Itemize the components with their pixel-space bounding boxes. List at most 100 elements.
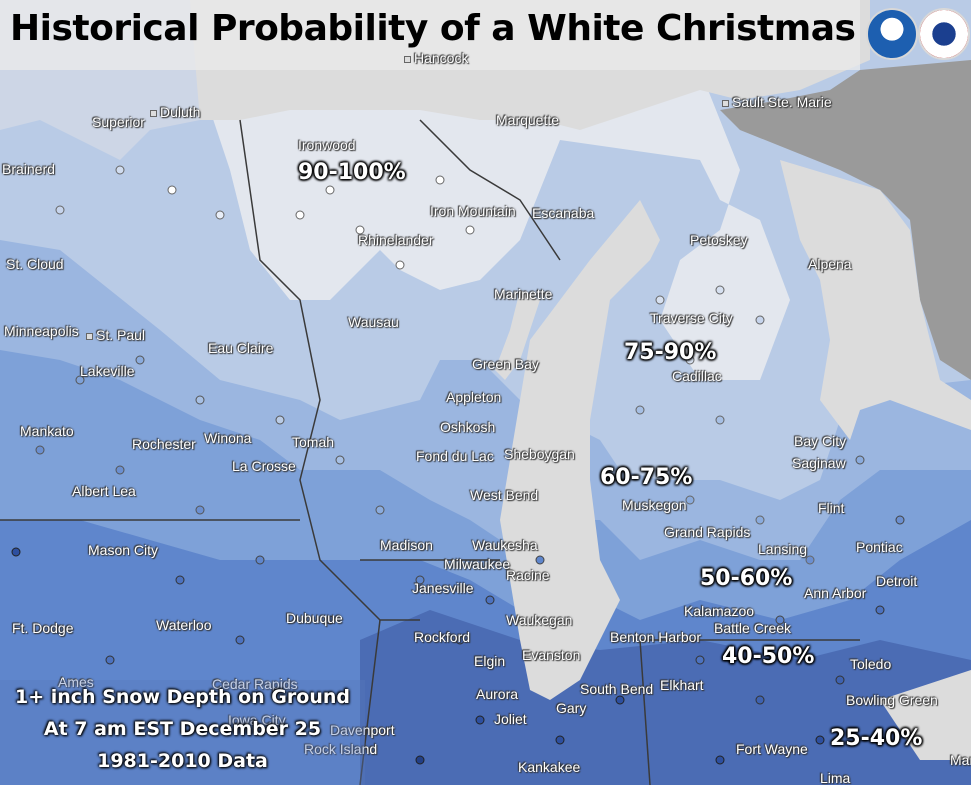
- city-label: Ft. Dodge: [12, 620, 74, 636]
- city-label: La Crosse: [232, 458, 296, 474]
- city-label: Lakeville: [80, 363, 135, 379]
- map-title: Historical Probability of a White Christ…: [10, 8, 856, 49]
- probability-label-50-60: 50-60%: [700, 566, 793, 591]
- noaa-logo: [866, 8, 918, 60]
- city-label: Joliet: [494, 711, 527, 727]
- info-time: At 7 am EST December 25: [43, 718, 322, 740]
- title-bar: [0, 0, 860, 70]
- wi-mi-border: [419, 119, 561, 261]
- city-label: Milwaukee: [444, 556, 511, 572]
- probability-label-25-40: 25-40%: [830, 726, 923, 751]
- lake-michigan: [500, 200, 660, 700]
- probability-label-90-100: 90-100%: [298, 160, 406, 185]
- city-label: Marinette: [494, 286, 553, 302]
- city-label: Muskegon: [622, 497, 687, 513]
- city-label: South Bend: [580, 681, 654, 697]
- city-label: Flint: [818, 500, 845, 516]
- city-label: Kankakee: [518, 759, 581, 775]
- info-box: [0, 680, 365, 785]
- city-label: Fort Wayne: [736, 741, 808, 757]
- city-label: Bowling Green: [846, 692, 938, 708]
- city-label: Bay City: [794, 433, 847, 449]
- il-in-border: [639, 639, 651, 785]
- city-label: St. Cloud: [6, 256, 64, 272]
- city-label: Rochester: [132, 436, 196, 452]
- station-dots: [11, 165, 905, 765]
- city-label: Duluth: [150, 104, 200, 120]
- city-label: Rockford: [414, 629, 471, 645]
- nws-logo: [918, 8, 970, 60]
- city-label: Aurora: [476, 686, 519, 702]
- city-label: Albert Lea: [72, 483, 136, 499]
- city-label: Alpena: [808, 256, 852, 272]
- city-label: Elkhart: [660, 677, 704, 693]
- city-label: Detroit: [876, 573, 918, 589]
- city-label: Iowa City: [228, 712, 286, 728]
- city-label: Wausau: [348, 314, 399, 330]
- city-label: Evanston: [522, 647, 581, 663]
- city-label: West Bend: [470, 487, 539, 503]
- city-label: Saginaw: [792, 455, 846, 471]
- lake-erie: [880, 670, 971, 760]
- probability-label-60-75: 60-75%: [600, 465, 693, 490]
- city-label: Benton Harbor: [610, 629, 702, 645]
- city-label: Mankato: [20, 423, 74, 439]
- city-label: Rhinelander: [358, 232, 434, 248]
- city-label: Cadillac: [672, 368, 722, 384]
- city-label: Elgin: [474, 653, 506, 669]
- city-label: Iron Mountain: [430, 203, 516, 219]
- city-label: Superior: [92, 114, 145, 130]
- city-label: Tomah: [292, 434, 335, 450]
- city-label: Marquette: [496, 112, 560, 128]
- zone-very-high: [200, 70, 790, 380]
- city-label: Pontiac: [856, 539, 903, 555]
- ia-il-border: [359, 619, 381, 785]
- mn-wi-border: [239, 119, 420, 621]
- city-label: Mason City: [88, 542, 159, 558]
- city-label: Waukesha: [472, 537, 538, 553]
- city-label: Ames: [58, 674, 94, 690]
- lake-huron: [780, 160, 971, 440]
- city-label: Lansing: [758, 541, 808, 557]
- green-bay-inlet: [495, 290, 540, 380]
- probability-label-75-90: 75-90%: [624, 340, 717, 365]
- city-label: Janesville: [412, 580, 474, 596]
- city-label: Green Bay: [472, 356, 539, 372]
- city-label: Appleton: [446, 389, 502, 405]
- city-label: Eau Claire: [208, 340, 274, 356]
- city-label: Sheboygan: [504, 446, 575, 462]
- outside-land-ontario: [720, 60, 971, 380]
- city-label: Traverse City: [650, 310, 733, 326]
- city-label: Waukegan: [506, 612, 573, 628]
- city-label: Ironwood: [298, 137, 356, 153]
- city-label: Ann Arbor: [804, 585, 867, 601]
- city-label: Kalamazoo: [684, 603, 755, 619]
- city-label: Winona: [204, 430, 252, 446]
- city-label: Waterloo: [156, 617, 212, 633]
- city-label: Racine: [506, 567, 550, 583]
- city-label: Toledo: [850, 656, 892, 672]
- city-label: Gary: [556, 700, 587, 716]
- city-label: St. Paul: [86, 327, 145, 343]
- city-label: Dubuque: [286, 610, 343, 626]
- info-period: 1981-2010 Data: [97, 750, 268, 772]
- city-label: Madison: [380, 537, 433, 553]
- city-label: Davenport: [330, 722, 395, 738]
- city-label: Mar: [950, 752, 971, 768]
- probability-label-40-50: 40-50%: [722, 644, 815, 669]
- city-label: Escanaba: [532, 205, 595, 221]
- city-label: Cedar Rapids: [212, 676, 298, 692]
- city-label: Lima: [820, 770, 851, 785]
- city-label: Grand Rapids: [664, 524, 751, 540]
- info-snow-depth: 1+ inch Snow Depth on Ground: [15, 686, 350, 708]
- city-label: Fond du Lac: [416, 448, 494, 464]
- city-label: Petoskey: [690, 232, 748, 248]
- city-label: Sault Ste. Marie: [722, 94, 832, 110]
- city-label: Hancock: [404, 50, 468, 66]
- city-label: Battle Creek: [714, 620, 792, 636]
- city-label: Brainerd: [2, 161, 55, 177]
- city-label: Rock Island: [304, 741, 378, 757]
- city-label: Oshkosh: [440, 419, 496, 435]
- city-label: Minneapolis: [4, 323, 79, 339]
